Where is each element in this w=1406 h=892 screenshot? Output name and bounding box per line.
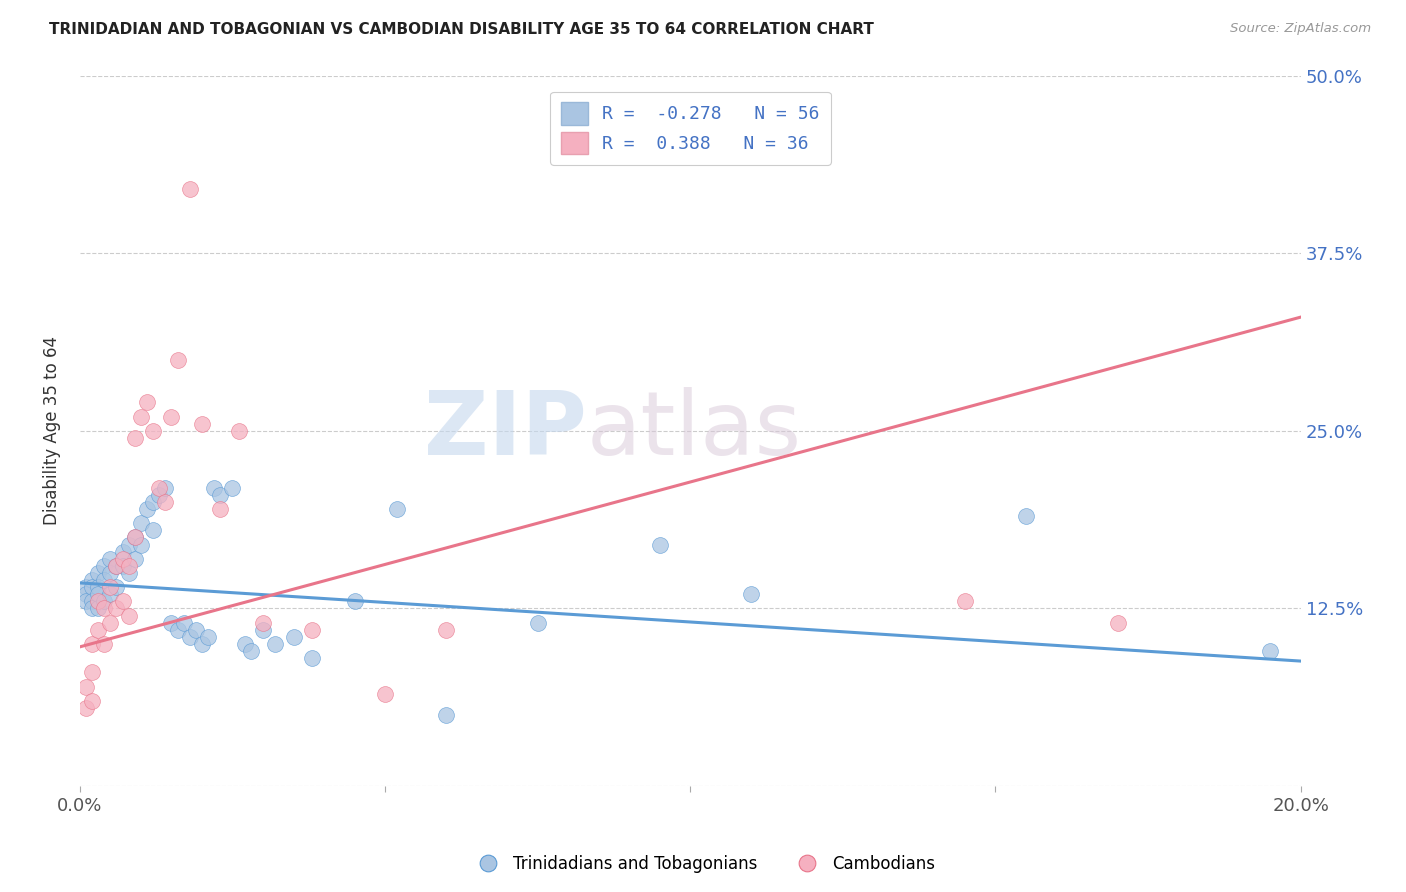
Point bbox=[191, 417, 214, 431]
Point bbox=[434, 708, 457, 723]
Point bbox=[197, 630, 219, 644]
Point bbox=[301, 651, 323, 665]
Point bbox=[118, 566, 141, 580]
Point bbox=[953, 594, 976, 608]
Point bbox=[80, 580, 103, 594]
Legend: Trinidadians and Tobagonians, Cambodians: Trinidadians and Tobagonians, Cambodians bbox=[464, 848, 942, 880]
Point bbox=[129, 537, 152, 551]
Point bbox=[228, 424, 250, 438]
Point bbox=[160, 615, 183, 630]
Point bbox=[136, 395, 159, 409]
Text: ZIP: ZIP bbox=[423, 387, 586, 475]
Point bbox=[142, 495, 165, 509]
Point bbox=[75, 580, 97, 594]
Point bbox=[87, 580, 110, 594]
Point bbox=[202, 481, 225, 495]
Point bbox=[93, 637, 115, 651]
Point bbox=[75, 680, 97, 694]
Point bbox=[111, 594, 134, 608]
Point bbox=[136, 502, 159, 516]
Point bbox=[129, 409, 152, 424]
Point bbox=[124, 530, 146, 544]
Point bbox=[252, 615, 274, 630]
Point bbox=[118, 558, 141, 573]
Point bbox=[166, 352, 188, 367]
Point bbox=[160, 409, 183, 424]
Point bbox=[526, 615, 548, 630]
Point bbox=[105, 601, 128, 615]
Point bbox=[124, 530, 146, 544]
Point bbox=[264, 637, 287, 651]
Point bbox=[142, 424, 165, 438]
Point bbox=[80, 594, 103, 608]
Point bbox=[87, 623, 110, 637]
Text: Source: ZipAtlas.com: Source: ZipAtlas.com bbox=[1230, 22, 1371, 36]
Point bbox=[1258, 644, 1281, 658]
Point bbox=[233, 637, 256, 651]
Point bbox=[179, 182, 201, 196]
Point bbox=[111, 558, 134, 573]
Point bbox=[129, 516, 152, 531]
Point bbox=[100, 580, 122, 594]
Point bbox=[343, 594, 366, 608]
Point bbox=[87, 594, 110, 608]
Point bbox=[648, 537, 671, 551]
Point bbox=[105, 580, 128, 594]
Point bbox=[105, 558, 128, 573]
Point bbox=[221, 481, 243, 495]
Point bbox=[283, 630, 305, 644]
Point bbox=[100, 551, 122, 566]
Point bbox=[118, 537, 141, 551]
Point bbox=[301, 623, 323, 637]
Point bbox=[87, 587, 110, 601]
Point bbox=[179, 630, 201, 644]
Point bbox=[93, 594, 115, 608]
Point bbox=[155, 495, 177, 509]
Point bbox=[80, 601, 103, 615]
Point bbox=[148, 481, 170, 495]
Point bbox=[239, 644, 262, 658]
Point bbox=[75, 587, 97, 601]
Point bbox=[1107, 615, 1129, 630]
Point bbox=[252, 623, 274, 637]
Text: TRINIDADIAN AND TOBAGONIAN VS CAMBODIAN DISABILITY AGE 35 TO 64 CORRELATION CHAR: TRINIDADIAN AND TOBAGONIAN VS CAMBODIAN … bbox=[49, 22, 875, 37]
Text: atlas: atlas bbox=[586, 387, 801, 475]
Point bbox=[80, 665, 103, 680]
Point bbox=[166, 623, 188, 637]
Point bbox=[1015, 509, 1038, 524]
Point bbox=[173, 615, 195, 630]
Point bbox=[87, 601, 110, 615]
Point bbox=[111, 551, 134, 566]
Point bbox=[434, 623, 457, 637]
Point bbox=[100, 566, 122, 580]
Point bbox=[100, 615, 122, 630]
Point bbox=[209, 488, 232, 502]
Point bbox=[87, 566, 110, 580]
Point bbox=[111, 544, 134, 558]
Point bbox=[93, 558, 115, 573]
Point bbox=[374, 687, 396, 701]
Point bbox=[80, 694, 103, 708]
Point bbox=[191, 637, 214, 651]
Point bbox=[118, 608, 141, 623]
Point bbox=[75, 701, 97, 715]
Point bbox=[740, 587, 762, 601]
Legend: R =  -0.278   N = 56, R =  0.388   N = 36: R = -0.278 N = 56, R = 0.388 N = 36 bbox=[550, 92, 831, 165]
Point bbox=[124, 551, 146, 566]
Point bbox=[100, 587, 122, 601]
Point bbox=[387, 502, 409, 516]
Point bbox=[142, 524, 165, 538]
Point bbox=[155, 481, 177, 495]
Y-axis label: Disability Age 35 to 64: Disability Age 35 to 64 bbox=[44, 336, 60, 525]
Point bbox=[80, 573, 103, 587]
Point bbox=[148, 488, 170, 502]
Point bbox=[93, 601, 115, 615]
Point bbox=[105, 558, 128, 573]
Point bbox=[184, 623, 207, 637]
Point bbox=[80, 637, 103, 651]
Point bbox=[75, 594, 97, 608]
Point bbox=[209, 502, 232, 516]
Point bbox=[124, 431, 146, 445]
Point bbox=[93, 573, 115, 587]
